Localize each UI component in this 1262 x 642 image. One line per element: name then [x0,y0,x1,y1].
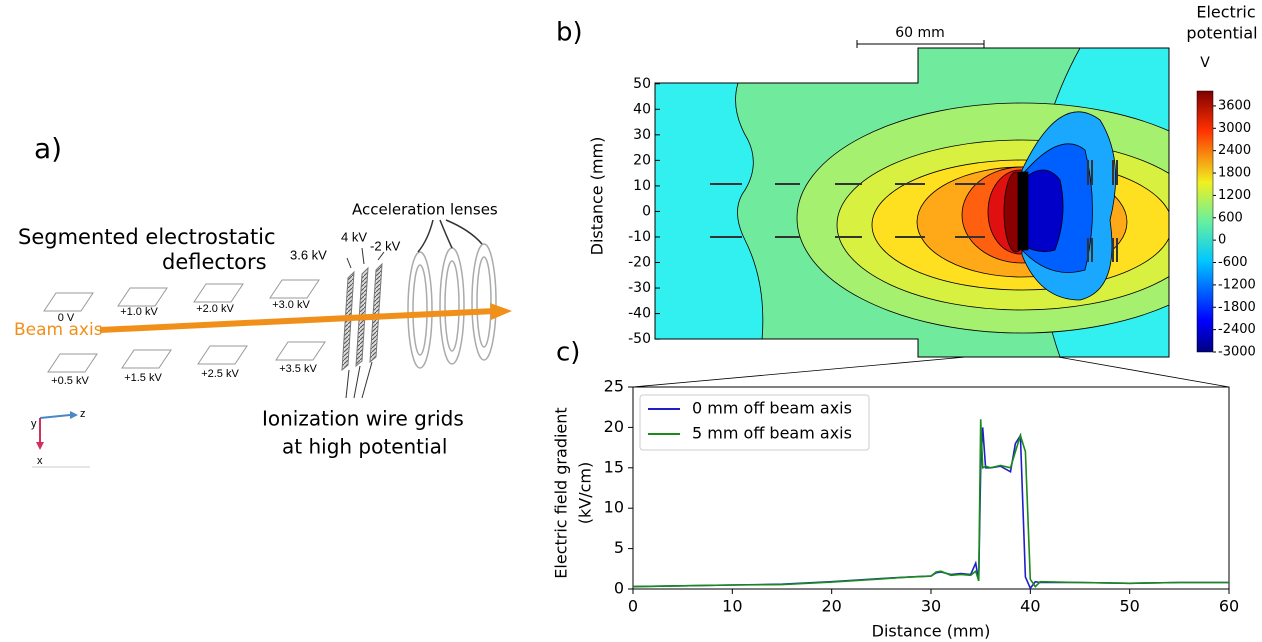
colorbar [1196,90,1214,353]
colorbar-tick-label: 0 [1218,233,1226,248]
y-tick-label: 0 [642,203,651,219]
y-tick-label: 20 [604,417,624,436]
potential-map [655,48,1169,357]
colorbar-tick-label: -3000 [1218,345,1256,360]
lens-label: Acceleration lenses [352,201,498,219]
plate-label: +3.0 kV [272,299,310,311]
colorbar-title: Electric [1196,3,1255,22]
y-tick-label: -10 [628,229,651,245]
colorbar-tick-label: 2400 [1218,143,1251,158]
y-tick-label: 10 [604,498,624,517]
y-axis-label: Distance (mm) [588,137,607,256]
grid-caption: Ionization wire grids [262,407,464,431]
grid-label: -2 kV [370,238,401,253]
y-axis-label: (kV/cm) [576,462,595,524]
axis-letter: x [37,455,43,467]
plot-frame [654,47,1170,358]
colorbar-tick-label: -1200 [1218,277,1256,292]
colorbar-tick-label: 600 [1218,210,1243,225]
x-tick-label: 20 [821,597,841,616]
grid-label: 4 kV [341,229,367,244]
panel-a: a) Segmented electrostatic deflectors 0 … [14,132,512,468]
legend [639,394,870,451]
beam-label: Beam axis [14,320,103,340]
y-axis-label: Electric field gradient [552,407,571,578]
colorbar-tick-label: -1800 [1218,300,1256,315]
y-tick-label: 40 [633,101,651,117]
colorbar-title: potential [1186,24,1257,43]
colorbar-tick-label: 3000 [1218,121,1251,136]
colorbar-tick-label: -600 [1218,255,1248,270]
panel-label: a) [34,132,62,165]
plate-label: 0 V [58,312,75,324]
wire-grids [341,247,385,399]
x-tick-label: 10 [722,597,742,616]
y-tick-label: -30 [628,280,651,296]
y-tick-label: 30 [633,127,651,143]
legend-label: 0 mm off beam axis [692,399,852,418]
legend-label: 5 mm off beam axis [692,424,852,443]
diagram-title: Segmented electrostatic [18,225,276,249]
x-tick-label: 50 [1119,597,1139,616]
y-tick-label: -20 [628,255,651,271]
y-tick-label: -40 [628,306,651,322]
plate-label: +2.0 kV [196,303,234,315]
plate-label: +0.5 kV [51,375,89,387]
axis-triad [32,411,90,468]
scale-bar [856,40,985,48]
zoom-lines [632,356,1230,388]
axis-letter: y [31,418,37,430]
y-tick-label: 0 [614,579,624,598]
panel-c: c) Distance (mm) Electric field gradient… [552,338,1230,641]
panel-label: b) [556,18,583,48]
colorbar-tick-label: 1200 [1218,188,1251,203]
plate-label: +1.0 kV [120,306,158,318]
x-tick-label: 60 [1219,597,1239,616]
data-line [632,427,1229,590]
plate-label: +3.5 kV [279,363,317,375]
colorbar-unit: V [1200,55,1210,71]
colorbar-tick-label: -2400 [1218,322,1256,337]
grid-label: 3.6 kV [290,247,327,262]
data-line [632,419,1229,588]
plate-label: +2.5 kV [201,368,239,380]
panel-b: b) 60 mm Distance (mm) Electr [556,3,1258,358]
y-tick-label: 20 [633,152,651,168]
x-axis-label: Distance (mm) [872,622,991,641]
panel-label: c) [556,338,580,368]
plate-label: +1.5 kV [124,372,162,384]
diagram-title: deflectors [162,250,267,274]
x-tick-label: 40 [1020,597,1040,616]
beam-arrowhead [490,303,512,320]
beam-arrow [99,308,496,333]
grid-caption: at high potential [282,435,447,459]
axis-letter: z [80,408,86,420]
y-tick-label: -50 [628,331,651,347]
x-tick-label: 0 [628,597,638,616]
y-tick-label: 5 [614,538,624,557]
y-tick-label: 10 [633,178,651,194]
colorbar-tick-label: 1800 [1218,166,1251,181]
y-tick-label: 15 [604,457,624,476]
colorbar-tick-label: 3600 [1218,98,1251,113]
lenses [407,219,497,369]
deflector-plates [43,279,326,373]
scale-label: 60 mm [895,25,945,41]
y-tick-label: 50 [633,76,651,92]
x-tick-label: 30 [921,597,941,616]
y-tick-label: 25 [604,377,624,396]
